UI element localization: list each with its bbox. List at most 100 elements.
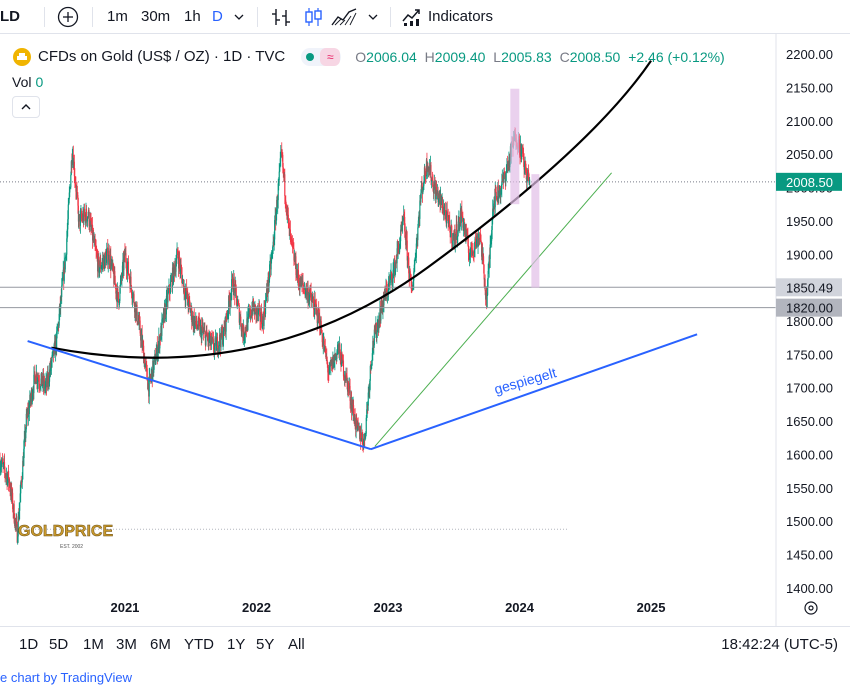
candle-body (181, 274, 183, 284)
candle-body (387, 283, 390, 294)
candle-body (141, 333, 143, 347)
range-3m[interactable]: 3M (116, 636, 137, 653)
candle-body (112, 263, 114, 273)
candle-body (488, 269, 490, 271)
candle-body (346, 375, 348, 381)
candle-body (408, 257, 410, 274)
range-1d[interactable]: 1D (19, 636, 39, 653)
candle-body (8, 471, 10, 483)
candle-body (391, 274, 393, 283)
indicators-icon[interactable] (401, 6, 423, 28)
chevron-down-icon[interactable] (368, 13, 378, 21)
candle-body (143, 345, 145, 364)
candle-body (410, 277, 412, 290)
symbol-title[interactable]: CFDs on Gold (US$ / OZ) · 1D · TVC (38, 48, 286, 65)
market-status-badge[interactable]: ≈ (301, 48, 342, 66)
candle-body (197, 327, 199, 329)
chevron-down-icon[interactable] (234, 13, 244, 21)
candle-body (353, 405, 355, 415)
candle-body (277, 183, 279, 201)
indicators-button[interactable]: Indicators (428, 8, 494, 25)
candle-body (366, 409, 368, 418)
candle-body (326, 360, 328, 365)
candle-body (62, 278, 64, 281)
candle-body (149, 374, 151, 379)
candle-body (191, 321, 193, 323)
candle-body (325, 346, 327, 358)
candle-body (315, 303, 317, 308)
candle-body (148, 376, 150, 397)
price-chart[interactable]: gespiegelt GOLDPRICE EST. 2002 2200.00 2150… (0, 34, 850, 626)
range-all[interactable]: All (288, 636, 305, 653)
candle-body (291, 239, 293, 245)
candle-body (37, 378, 39, 381)
candle-body (413, 264, 415, 272)
candle-body (273, 239, 275, 245)
y-tick-label: 1800.00 (786, 314, 833, 329)
candle-body (153, 362, 155, 373)
range-5y[interactable]: 5Y (256, 636, 275, 653)
candle-body (35, 382, 37, 384)
range-ytd[interactable]: YTD (184, 636, 214, 653)
clock-timezone[interactable]: 18:42:24 (UTC-5) (721, 636, 838, 653)
divider (44, 7, 45, 27)
symbol-name[interactable]: LD (0, 8, 20, 25)
candle-body (328, 365, 330, 375)
candle-body (310, 289, 312, 292)
bar-chart-icon[interactable] (270, 6, 292, 28)
axis-settings-icon[interactable] (804, 601, 818, 615)
candle-body (25, 413, 27, 430)
candle-body (430, 180, 433, 182)
candle-body (222, 330, 224, 345)
interval-d[interactable]: D (212, 8, 223, 25)
candle-body (205, 335, 207, 346)
candle-body (49, 369, 51, 382)
candle-body (395, 261, 397, 263)
interval-1h[interactable]: 1h (184, 8, 201, 25)
y-tick-label: 1550.00 (786, 481, 833, 496)
candle-body (298, 281, 300, 284)
candle-body (409, 271, 411, 279)
collapse-legend-button[interactable] (12, 96, 40, 118)
candle-body (95, 248, 97, 251)
tradingview-attribution[interactable]: e chart by TradingView (0, 670, 132, 685)
candle-body (475, 235, 478, 247)
candle-body (188, 297, 190, 308)
area-chart-icon[interactable] (331, 6, 357, 28)
candle-body (295, 256, 297, 276)
interval-1m[interactable]: 1m (107, 8, 128, 25)
candle-body (327, 372, 329, 374)
candle-body (289, 229, 291, 236)
candle-body (478, 238, 480, 239)
candle-body (96, 250, 98, 254)
range-1y[interactable]: 1Y (227, 636, 246, 653)
goldprice-logo: GOLDPRICE (18, 523, 113, 540)
close-value: 2008.50 (569, 49, 621, 65)
candle-body (107, 259, 109, 265)
candle-body (233, 278, 235, 286)
candle-body (131, 294, 133, 299)
candle-body (33, 374, 35, 394)
candle-body (398, 243, 400, 248)
range-1m[interactable]: 1M (83, 636, 104, 653)
candle-body (262, 316, 264, 321)
candle-body (285, 200, 287, 208)
range-5d[interactable]: 5D (49, 636, 69, 653)
candle-body (61, 280, 63, 286)
candle-body (369, 380, 371, 392)
candle-body (36, 381, 38, 384)
candle-body (236, 305, 238, 307)
candle-body (261, 316, 264, 330)
candle-body (422, 187, 424, 194)
candle-body (288, 222, 290, 236)
candle-body (501, 176, 503, 183)
candles-icon[interactable] (302, 6, 324, 28)
candle-body (407, 256, 409, 261)
range-6m[interactable]: 6M (150, 636, 171, 653)
interval-30m[interactable]: 30m (141, 8, 171, 25)
compare-plus-icon[interactable] (57, 6, 79, 28)
candle-body (498, 191, 500, 198)
candle-body (472, 250, 474, 252)
candle-body (133, 294, 135, 305)
candle-body (369, 366, 371, 381)
